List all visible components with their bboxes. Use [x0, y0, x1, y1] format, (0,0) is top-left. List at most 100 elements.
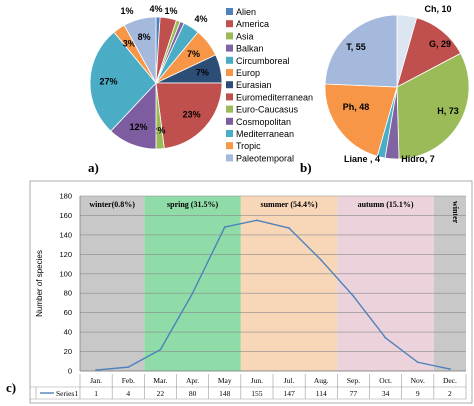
legend-swatch	[226, 8, 233, 15]
pie-chart-geographic-elements: 4% 1%4%7%7%23%2%12%27%3%8%1%	[89, 4, 223, 150]
y-tick-label: 60	[64, 308, 72, 317]
series-point	[416, 361, 419, 364]
series-point	[449, 368, 451, 370]
series-point	[159, 348, 162, 351]
table-value: 77	[350, 389, 358, 398]
season-label: summer (54.4%)	[260, 200, 318, 209]
pie-b-data-label: H, 73	[437, 106, 459, 116]
y-axis-title: Number of species	[35, 250, 44, 317]
table-value: 4	[126, 389, 130, 398]
pie-a-legend: Alien America Asia Balkan Circumboreal Europ E…	[226, 7, 313, 163]
table-value: 22	[157, 389, 165, 398]
legend-swatch	[226, 44, 233, 52]
y-tick-label: 80	[64, 289, 72, 298]
series-point	[256, 219, 258, 222]
legend-label: Eurasian	[236, 80, 272, 90]
table-value: 34	[382, 389, 390, 398]
line-chart-flowering-months: winter(0.8%) spring (31.5%) summer (54.4%)…	[29, 180, 473, 404]
table-value: 80	[189, 389, 197, 398]
legend-swatch	[226, 81, 233, 89]
legend-swatch	[226, 69, 233, 76]
series-point	[384, 337, 387, 339]
pie-a-data-label: 3%	[123, 39, 136, 49]
pie-a-data-label: 27%	[99, 77, 117, 87]
y-tick-label: 180	[59, 192, 72, 201]
series-point	[191, 292, 194, 295]
pie-a-data-label: 1%	[164, 6, 177, 16]
legend-swatch	[226, 20, 233, 28]
table-value: 148	[219, 389, 231, 398]
series-point	[320, 259, 323, 262]
legend-swatch	[226, 130, 233, 137]
series-point	[95, 369, 97, 371]
table-value: 147	[283, 389, 295, 398]
pie-a-data-label: 12%	[129, 122, 147, 132]
pie-a-data-label: 4%	[194, 14, 207, 24]
pie-a-data-label: 4%	[149, 4, 162, 14]
season-band	[337, 196, 434, 371]
pie-b-data-label: Hidro, 7	[401, 154, 435, 164]
x-tick-label: Mar.	[153, 376, 167, 385]
x-tick-label: Sep.	[347, 376, 360, 385]
pie-b-data-label: Liane , 4	[344, 154, 380, 164]
legend-label: Paleotemporal	[236, 153, 294, 163]
series-point	[127, 366, 130, 369]
legend-swatch	[226, 93, 233, 101]
legend-label: America	[236, 19, 269, 29]
panel-label-a: a)	[88, 160, 99, 175]
pie-b-slice-h	[396, 52, 470, 160]
legend-label: Tropic	[236, 141, 261, 151]
pie-a-slice-paleotemporal	[123, 16, 157, 84]
x-tick-label: Jul.	[284, 376, 295, 385]
pie-b-data-label: Ph, 48	[343, 102, 370, 112]
pie-b-data-label: Ch, 10	[424, 4, 451, 14]
legend-label: Balkan	[236, 44, 264, 54]
legend-label: Euro-Caucasus	[236, 105, 299, 115]
panel-label-c: c)	[6, 380, 16, 395]
x-tick-label: Oct.	[379, 376, 392, 385]
y-tick-label: 40	[64, 328, 72, 337]
pie-a-data-label: 7%	[187, 49, 200, 59]
table-value: 2	[448, 389, 452, 398]
legend-label: Asia	[236, 31, 254, 41]
y-tick-label: 120	[59, 250, 72, 259]
season-label: winter(0.8%)	[89, 200, 135, 209]
series-line	[96, 219, 451, 371]
pie-chart-life-forms: Ch, 10 G, 29 H, 73 Hidro, 7 Liane , 4 Ph, 48 T…	[324, 4, 470, 164]
y-tick-label: 160	[59, 211, 72, 220]
season-band	[433, 196, 466, 371]
x-tick-label: Dec.	[443, 376, 457, 385]
y-tick-label: 140	[59, 230, 72, 239]
legend-swatch	[226, 32, 233, 40]
pie-b-slice-t	[324, 14, 398, 88]
legend-label: Circumboreal	[236, 56, 290, 66]
table-value: 114	[316, 389, 327, 398]
pie-a-data-label: 2%	[152, 125, 165, 135]
series-point	[288, 227, 290, 229]
legend-swatch	[226, 142, 233, 150]
y-tick-label: 20	[64, 347, 72, 356]
pie-a-slice-mediterranean	[89, 31, 157, 132]
legend-swatch	[226, 105, 233, 113]
pie-a-data-label: 7%	[196, 68, 209, 78]
series-point	[223, 226, 226, 229]
season-label: autumn (15.1%)	[358, 200, 414, 209]
x-tick-label: Apr.	[186, 376, 199, 385]
y-tick-label: 100	[59, 269, 72, 278]
pie-a-outside-label: 1%	[120, 6, 133, 16]
series-legend-label: Series1	[56, 389, 78, 398]
pie-b-data-label: G, 29	[429, 39, 451, 49]
table-value: 9	[416, 389, 420, 398]
legend-label: Alien	[236, 7, 256, 17]
season-band	[80, 196, 145, 371]
x-tick-label: Feb.	[122, 376, 135, 385]
table-value: 1	[94, 389, 98, 398]
x-tick-label: Aug.	[314, 376, 329, 385]
pie-a-data-label: 23%	[183, 109, 201, 119]
pie-a-data-label: 8%	[138, 32, 151, 42]
pie-b-data-label: T, 55	[346, 42, 366, 52]
season-band	[240, 196, 338, 371]
legend-label: Mediterranean	[236, 129, 294, 139]
season-band	[144, 196, 241, 371]
